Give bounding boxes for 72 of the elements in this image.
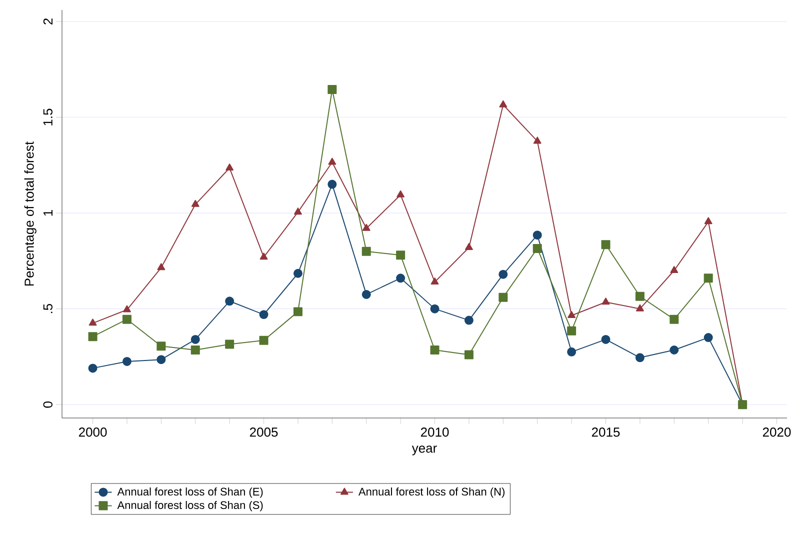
- point: [567, 326, 576, 336]
- point: [532, 230, 542, 240]
- x-tick-label: 2005: [250, 428, 278, 437]
- point: [328, 180, 337, 189]
- point: [328, 84, 337, 94]
- point: [156, 355, 166, 364]
- point: [567, 347, 576, 356]
- point: [430, 304, 440, 314]
- point: [601, 240, 610, 250]
- point: [704, 217, 712, 224]
- point: [532, 244, 542, 253]
- point: [396, 250, 406, 260]
- point: [670, 314, 679, 324]
- point: [260, 252, 268, 260]
- point: [636, 304, 644, 312]
- point: [328, 158, 336, 165]
- x-axis-title: year: [412, 446, 437, 456]
- point: [396, 190, 405, 198]
- point: [362, 246, 371, 256]
- y-tick-label: 1.5: [43, 108, 52, 126]
- point: [464, 350, 474, 360]
- y-tick-label: .5: [43, 304, 52, 314]
- legend-label: Annual forest loss of Shan (E): [117, 487, 263, 498]
- y-axis-title: Percentage of total forest: [24, 141, 36, 286]
- point: [293, 307, 302, 316]
- y-tick-label: 0: [43, 401, 52, 408]
- point: [157, 263, 166, 270]
- point: [293, 268, 302, 278]
- point: [122, 356, 132, 366]
- point: [670, 346, 679, 354]
- point: [156, 342, 166, 351]
- point: [499, 100, 508, 108]
- point: [259, 336, 268, 345]
- point: [430, 278, 439, 284]
- y-tick-label: 1: [44, 210, 52, 216]
- point: [533, 136, 542, 144]
- point: [670, 266, 678, 274]
- point: [635, 353, 644, 362]
- point: [464, 316, 474, 325]
- point: [191, 200, 200, 207]
- point: [190, 346, 200, 354]
- point: [259, 310, 268, 320]
- point: [88, 318, 97, 326]
- legend-label: Annual forest loss of Shan (S): [117, 500, 263, 512]
- point: [362, 290, 371, 299]
- point: [498, 292, 508, 302]
- point: [498, 270, 508, 279]
- point: [122, 314, 132, 324]
- point: [88, 332, 98, 342]
- y-tick-label: 2: [43, 18, 52, 24]
- x-tick-label: 2015: [592, 428, 620, 437]
- point: [430, 346, 440, 354]
- point: [225, 340, 234, 349]
- point: [704, 274, 713, 283]
- x-tick-label: 2020: [762, 428, 791, 437]
- point: [568, 311, 576, 318]
- x-tick-label: 2000: [78, 428, 107, 437]
- point: [88, 364, 98, 373]
- point: [601, 334, 610, 344]
- point: [704, 333, 713, 342]
- point: [225, 296, 234, 306]
- point: [465, 243, 473, 250]
- point: [190, 334, 200, 344]
- point: [362, 224, 370, 231]
- point: [396, 274, 406, 283]
- point: [602, 298, 610, 305]
- x-tick-label: 2010: [420, 428, 449, 437]
- point: [635, 292, 644, 301]
- point: [123, 305, 131, 312]
- point: [226, 164, 234, 171]
- point: [294, 208, 302, 215]
- legend-label: Annual forest loss of Shan (N): [358, 487, 505, 498]
